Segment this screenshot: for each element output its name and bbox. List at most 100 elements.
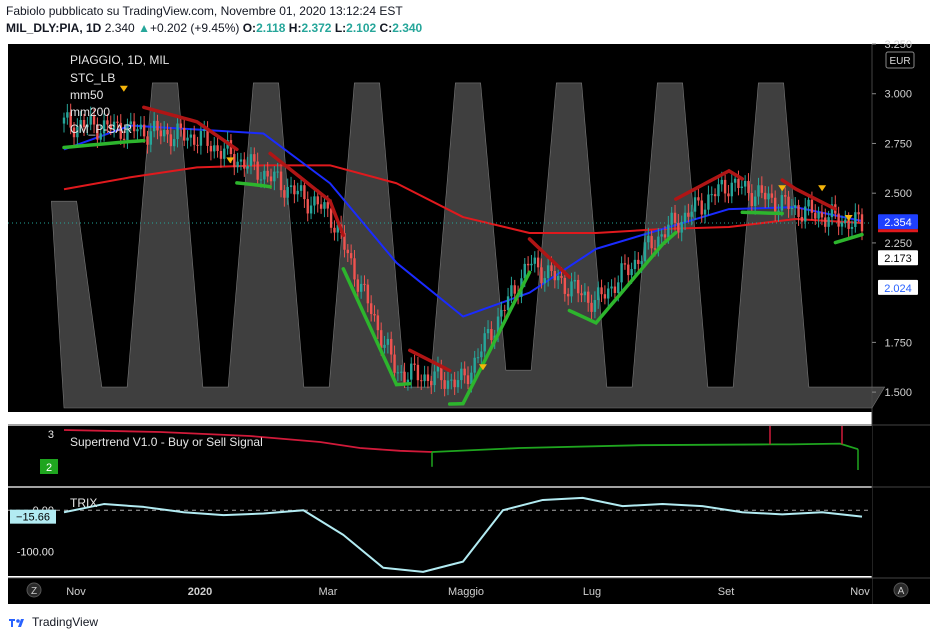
y-tick-label: 1.500 <box>884 387 912 399</box>
candle-body <box>760 185 764 193</box>
candle-body <box>460 368 463 381</box>
candle-body <box>817 212 820 219</box>
candle-body <box>673 212 677 223</box>
candle-body <box>506 296 510 311</box>
candle-body <box>66 112 69 118</box>
footer: TradingView <box>8 612 98 632</box>
candle-body <box>470 372 473 385</box>
candle-body <box>630 269 633 276</box>
candle-body <box>613 286 617 293</box>
candle-body <box>453 379 456 388</box>
candle-body <box>837 213 840 227</box>
supertrend-pane: Supertrend V1.0 - Buy or Sell Signal 3 2 <box>8 424 930 486</box>
candle-body <box>239 159 243 162</box>
candle-body <box>790 207 794 209</box>
candle-body <box>757 185 760 197</box>
candle-body <box>149 131 153 145</box>
candle-body <box>286 186 289 198</box>
candle-body <box>710 194 713 196</box>
indicator-label: mm200 <box>70 105 110 119</box>
candle-body <box>420 380 423 382</box>
candle-body <box>263 170 266 180</box>
candle-body <box>740 186 743 189</box>
candle-body <box>326 202 329 209</box>
candle-body <box>269 176 273 182</box>
candle-body <box>142 124 146 137</box>
candle-body <box>546 265 550 279</box>
candle-body <box>390 338 393 355</box>
trix-pane: TRIX0.00-100.00−15.66 <box>8 486 930 576</box>
candle-body <box>680 221 683 233</box>
candle-body <box>349 253 353 259</box>
candle-body <box>309 205 313 214</box>
candle-body <box>102 120 106 134</box>
candle-body <box>647 235 650 243</box>
candle-body <box>814 212 817 219</box>
candle-body <box>400 371 403 373</box>
candle-body <box>770 193 774 198</box>
candle-body <box>343 233 346 250</box>
z-button[interactable] <box>26 582 42 598</box>
candle-body <box>610 286 613 289</box>
candle-body <box>169 134 173 147</box>
supertrend-down-line <box>63 429 433 453</box>
candle-body <box>773 197 777 213</box>
candle-body <box>466 375 470 385</box>
candle-body <box>850 226 854 229</box>
candle-body <box>473 357 476 373</box>
a-button[interactable] <box>893 582 909 598</box>
candle-body <box>677 222 680 233</box>
candle-body <box>179 123 183 129</box>
psar-segment <box>235 181 272 189</box>
candle-body <box>543 278 547 284</box>
candle-body <box>199 131 203 146</box>
candle-body <box>253 154 256 162</box>
candle-body <box>733 178 737 183</box>
candle-body <box>860 214 864 232</box>
x-tick-label: Set <box>718 586 735 598</box>
psar-segment <box>142 105 239 152</box>
chart-canvas[interactable]: PIAGGIO, 1D, MIL STC_LB mm50 mm200 CM_P-SAR E… <box>0 38 930 604</box>
candle-body <box>690 211 693 217</box>
candle-body <box>430 381 433 386</box>
candle-body <box>319 204 323 209</box>
candle-body <box>700 200 703 215</box>
tradingview-logo-icon <box>9 619 24 627</box>
candle-body <box>72 127 76 138</box>
candle-body <box>329 208 333 228</box>
candle-body <box>560 275 563 278</box>
candle-body <box>640 261 643 265</box>
price-tag-label: 2.024 <box>884 283 912 295</box>
psar-segment <box>740 210 784 216</box>
candle-body <box>213 145 216 152</box>
candle-body <box>603 294 607 299</box>
candle-body <box>82 119 86 128</box>
candle-body <box>216 145 219 151</box>
candle-body <box>600 287 603 295</box>
candle-body <box>259 179 263 181</box>
candle-body <box>196 144 199 146</box>
candle-body <box>183 128 186 141</box>
candle-body <box>233 154 236 168</box>
candle-body <box>753 196 757 207</box>
psar-segment <box>408 348 452 373</box>
candle-body <box>553 270 557 281</box>
candle-body <box>416 364 420 381</box>
candle-body <box>683 212 687 222</box>
psar-segment <box>447 270 532 406</box>
low-value: 2.102 <box>346 21 377 35</box>
candle-body <box>513 285 516 294</box>
signal-triangle-icon <box>119 85 128 92</box>
y-tick-label: 2.500 <box>884 188 912 200</box>
price-tag <box>878 279 918 295</box>
candle-body <box>797 205 800 217</box>
indicator-label: mm50 <box>70 88 104 102</box>
candle-body <box>657 236 660 250</box>
candle-body <box>89 115 92 125</box>
open-label: O: <box>242 21 257 35</box>
candle-body <box>159 130 163 137</box>
candle-body <box>486 328 490 334</box>
candle-body <box>156 120 159 131</box>
last-price: 2.340 <box>104 21 135 35</box>
candle-body <box>607 288 610 299</box>
